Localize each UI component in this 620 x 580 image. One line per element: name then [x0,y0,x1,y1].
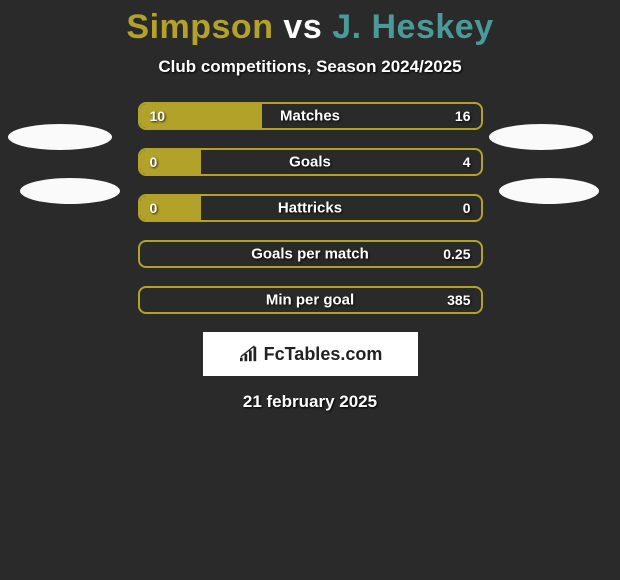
decorative-ellipse [499,178,599,204]
stat-label: Matches [140,108,481,125]
stat-row: 1016Matches [138,102,483,130]
stat-label: Hattricks [140,200,481,217]
decorative-ellipse [8,124,112,150]
stat-row: 04Goals [138,148,483,176]
date-label: 21 february 2025 [0,392,620,412]
comparison-infographic: Simpson vs J. Heskey Club competitions, … [0,0,620,580]
player2-name: J. Heskey [332,8,493,46]
player1-name: Simpson [126,8,273,46]
stat-label: Goals [140,154,481,171]
page-title: Simpson vs J. Heskey [0,8,620,47]
barchart-icon [238,345,260,363]
stat-label: Goals per match [140,246,481,263]
logo: FcTables.com [238,344,383,365]
stat-label: Min per goal [140,292,481,309]
stat-rows: 1016Matches 04Goals 00Hattricks 0.25Goals p… [138,102,483,314]
stat-row: 385Min per goal [138,286,483,314]
stat-row: 0.25Goals per match [138,240,483,268]
decorative-ellipse [489,124,593,150]
logo-text: FcTables.com [264,344,383,365]
logo-box: FcTables.com [203,332,418,376]
decorative-ellipse [20,178,120,204]
subtitle: Club competitions, Season 2024/2025 [0,57,620,77]
stat-row: 00Hattricks [138,194,483,222]
vs-label: vs [283,8,322,46]
